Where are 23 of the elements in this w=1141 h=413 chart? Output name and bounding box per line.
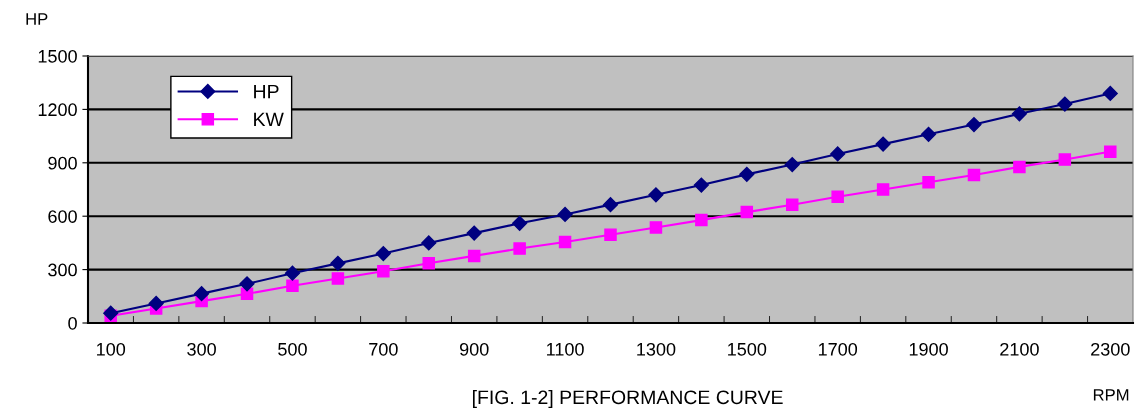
x-tick-label: 2100	[1000, 342, 1039, 356]
y-tick-label: 0	[68, 316, 77, 330]
legend-label: KW	[254, 112, 284, 127]
x-axis-title: RPM	[1093, 389, 1129, 401]
x-tick-label: 500	[278, 342, 307, 356]
y-tick-label: 1200	[38, 103, 77, 117]
x-tick-label: 900	[459, 342, 489, 356]
x-tick-label: 300	[187, 342, 216, 356]
text: [FIG. 1-2] PERFORMANCE CURVE	[472, 389, 783, 409]
y-tick-label: 1500	[38, 49, 77, 63]
legend-label: HP	[254, 84, 279, 99]
y-tick-label: 300	[48, 263, 77, 277]
x-tick-label: 1500	[728, 342, 767, 356]
x-tick-label: 1100	[547, 342, 584, 356]
x-tick-label: 2300	[1091, 342, 1130, 356]
y-axis-title: HP	[26, 13, 48, 25]
x-tick-label: 100	[97, 342, 126, 356]
y-tick-label: 600	[48, 210, 77, 223]
x-tick-label: 1900	[909, 342, 948, 356]
x-tick-label: 1700	[818, 342, 858, 356]
x-tick-label: 700	[369, 342, 398, 356]
x-tick-label: 1300	[637, 342, 676, 356]
y-tick-label: 900	[48, 156, 77, 170]
